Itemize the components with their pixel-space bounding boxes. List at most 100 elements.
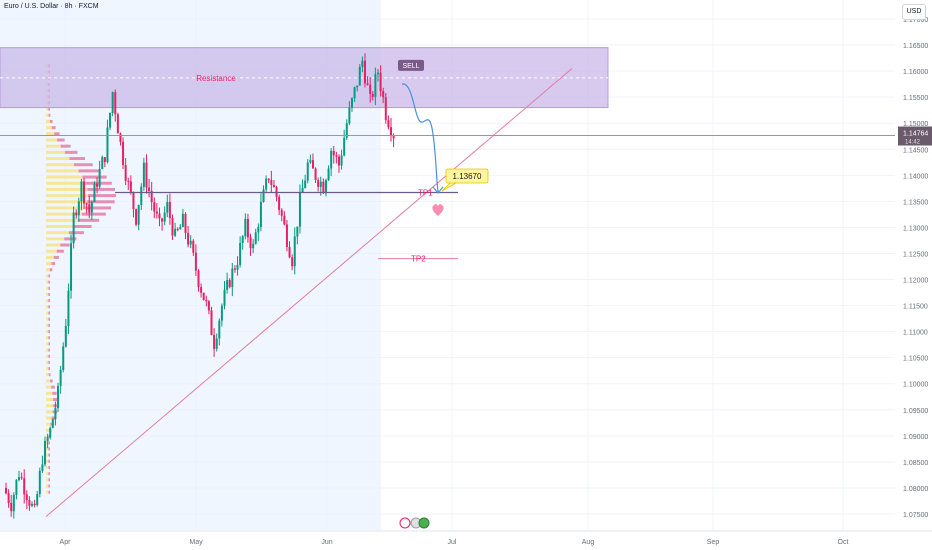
volume-bar-value-area bbox=[46, 453, 49, 457]
candle-body bbox=[384, 97, 387, 121]
candle-body bbox=[155, 211, 158, 214]
volume-bar-value-area bbox=[46, 157, 70, 161]
target-callout bbox=[445, 168, 489, 184]
volume-bar-value-area bbox=[46, 317, 49, 321]
volume-bar-tail bbox=[64, 150, 78, 154]
price-axis: 1.17000 1.16500 1.16000 1.15500 1.15000 1.145… bbox=[895, 0, 932, 550]
price-tick-label: 1.14500 bbox=[903, 147, 928, 154]
volume-bar-value-area bbox=[46, 323, 49, 327]
candle-body bbox=[106, 127, 109, 163]
candle-body bbox=[202, 292, 205, 300]
candle-body bbox=[249, 237, 252, 249]
volume-bar-value-area bbox=[46, 268, 50, 272]
time-tick-label: Jul bbox=[448, 539, 457, 546]
candle-body bbox=[142, 162, 145, 187]
candle-body bbox=[158, 213, 161, 219]
volume-bar-value-area bbox=[46, 274, 49, 278]
volume-bar-tail bbox=[48, 484, 50, 488]
candle-body bbox=[150, 190, 153, 203]
volume-bar-tail bbox=[51, 126, 56, 130]
volume-bar-value-area bbox=[46, 286, 49, 290]
volume-bar-tail bbox=[48, 286, 50, 290]
volume-bar-tail bbox=[48, 113, 51, 117]
volume-bar-value-area bbox=[46, 299, 49, 303]
volume-bar-tail bbox=[51, 385, 55, 389]
volume-bar-value-area bbox=[46, 330, 49, 334]
volume-bar-value-area bbox=[46, 169, 79, 173]
candle-body bbox=[350, 98, 353, 108]
volume-bar-tail bbox=[74, 163, 93, 167]
candle-body bbox=[51, 419, 54, 428]
candle-body bbox=[119, 133, 122, 142]
candle-body bbox=[272, 185, 275, 188]
candle-body bbox=[205, 299, 208, 302]
volume-bar-tail bbox=[52, 391, 57, 395]
volume-bar-value-area bbox=[46, 280, 49, 284]
candle-body bbox=[301, 187, 304, 193]
volume-bar-tail bbox=[48, 441, 50, 445]
candle-body bbox=[33, 503, 36, 506]
volume-bar-tail bbox=[48, 323, 50, 327]
candle-body bbox=[280, 210, 283, 216]
target-callout-pointer bbox=[441, 182, 458, 192]
currency-badge[interactable]: USD bbox=[902, 4, 926, 20]
price-tick-label: 1.07500 bbox=[903, 512, 928, 519]
candle-body bbox=[330, 150, 333, 169]
candle-body bbox=[340, 155, 343, 166]
volume-bar-tail bbox=[64, 237, 77, 241]
sell-label: SELL bbox=[402, 63, 419, 70]
candle-body bbox=[309, 160, 312, 163]
volume-bar-tail bbox=[48, 490, 50, 494]
candle-body bbox=[358, 67, 361, 86]
volume-bar-tail bbox=[48, 453, 50, 457]
candle-body bbox=[192, 240, 195, 253]
candle-body bbox=[161, 218, 164, 222]
candle-body bbox=[83, 181, 86, 204]
price-tick-label: 1.16000 bbox=[903, 69, 928, 76]
sell-marker bbox=[398, 59, 424, 71]
candle-body bbox=[252, 243, 255, 249]
candle-body bbox=[174, 228, 177, 236]
candle-body bbox=[207, 301, 210, 311]
candle-body bbox=[233, 268, 236, 270]
candle-body bbox=[145, 162, 148, 188]
volume-bar-value-area bbox=[46, 311, 49, 315]
heart-icon bbox=[432, 204, 444, 216]
volume-bar-value-area bbox=[46, 132, 55, 136]
volume-bar-value-area bbox=[46, 373, 49, 377]
candle-body bbox=[285, 224, 288, 247]
volume-bar-tail bbox=[60, 144, 71, 148]
volume-bar-value-area bbox=[46, 391, 53, 395]
volume-bar-value-area bbox=[46, 367, 49, 371]
candle-body bbox=[218, 320, 221, 339]
candle-body bbox=[257, 227, 260, 233]
volume-bar-tail bbox=[48, 447, 50, 451]
symbol-header[interactable]: Euro / U.S. Dollar · 8h · FXCM bbox=[4, 3, 99, 10]
candle-body bbox=[98, 168, 101, 187]
volume-bar-tail bbox=[48, 107, 50, 111]
volume-bar-tail bbox=[48, 317, 50, 321]
volume-bar-tail bbox=[48, 292, 50, 296]
green-circle-icon bbox=[418, 517, 430, 529]
price-tick-label: 1.10500 bbox=[903, 356, 928, 363]
candle-body bbox=[77, 201, 80, 216]
candle-body bbox=[348, 107, 351, 124]
volume-bar-tail bbox=[77, 218, 100, 222]
price-tick-label: 1.13000 bbox=[903, 225, 928, 232]
volume-bar-value-area bbox=[46, 231, 69, 235]
candle-body bbox=[20, 477, 23, 479]
price-tick-label: 1.11500 bbox=[903, 304, 928, 311]
candle-body bbox=[296, 226, 299, 237]
volume-bar-value-area bbox=[46, 385, 52, 389]
candle-body bbox=[153, 202, 156, 212]
volume-bar-tail bbox=[69, 157, 86, 161]
candle-body bbox=[116, 114, 119, 134]
candle-body bbox=[85, 203, 88, 205]
candle-body bbox=[75, 212, 78, 216]
volume-bar-value-area bbox=[46, 447, 49, 451]
candle-body bbox=[374, 74, 377, 97]
candle-body bbox=[265, 178, 268, 190]
volume-bar-value-area bbox=[46, 218, 78, 222]
volume-bar-tail bbox=[49, 268, 53, 272]
